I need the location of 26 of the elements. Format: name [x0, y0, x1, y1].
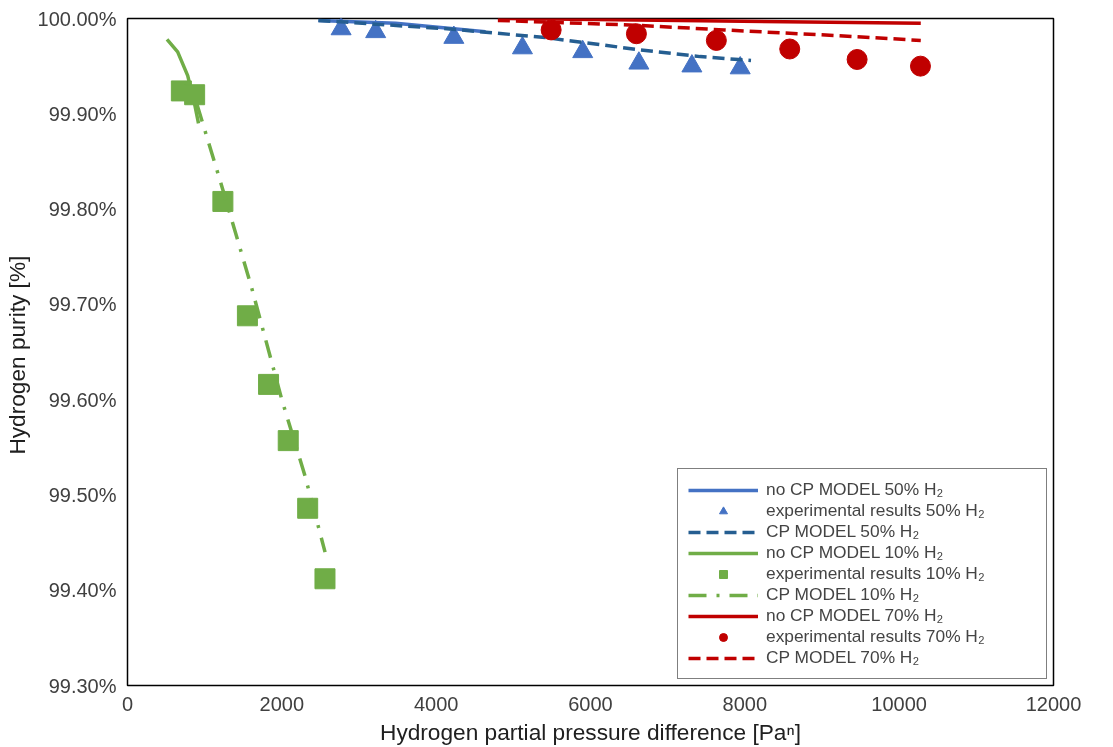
- legend-label: experimental results 50% H₂: [766, 500, 986, 521]
- y-tick-label: 99.50%: [48, 483, 117, 506]
- y-tick-label: 99.80%: [48, 198, 117, 221]
- x-tick-label: 12000: [1025, 692, 1082, 715]
- legend-label: no CP MODEL 70% H₂: [766, 605, 945, 626]
- x-tick-label: 2000: [259, 692, 305, 715]
- x-tick-label: 10000: [871, 692, 927, 715]
- y-tick-label: 99.40%: [48, 579, 117, 602]
- legend-label: CP MODEL 10% H₂: [766, 584, 921, 605]
- legend-label: no CP MODEL 10% H₂: [766, 542, 945, 563]
- legend-label: CP MODEL 50% H₂: [766, 521, 921, 542]
- x-tick-label: 4000: [413, 692, 459, 715]
- legend-label: CP MODEL 70% H₂: [766, 647, 921, 668]
- x-tick-label: 8000: [722, 692, 768, 715]
- y-tick-label: 99.60%: [48, 388, 117, 411]
- y-tick-label: 99.30%: [48, 674, 117, 697]
- x-axis-title: Hydrogen partial pressure difference [Paⁿ]: [380, 718, 801, 745]
- legend-label: no CP MODEL 50% H₂: [766, 479, 945, 500]
- y-tick-label: 99.70%: [48, 293, 117, 316]
- y-tick-label: 100.00%: [37, 7, 117, 30]
- y-tick-label: 99.90%: [48, 102, 117, 125]
- legend-label: experimental results 70% H₂: [766, 626, 986, 647]
- x-tick-label: 0: [121, 692, 134, 715]
- legend-label: experimental results 10% H₂: [766, 563, 986, 584]
- x-tick-label: 6000: [568, 692, 613, 715]
- y-axis-title: Hydrogen purity [%]: [3, 255, 30, 455]
